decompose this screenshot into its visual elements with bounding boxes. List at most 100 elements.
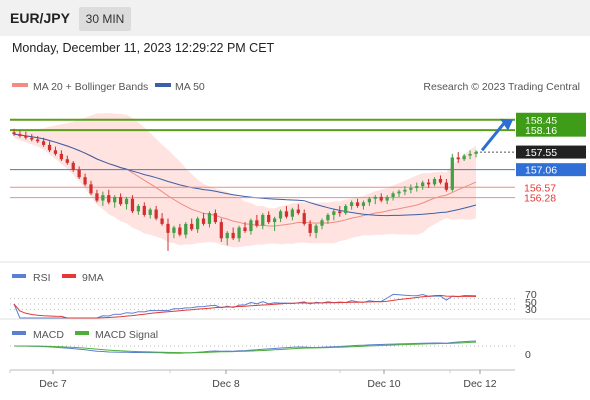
- timeframe-button[interactable]: 30 MIN: [79, 7, 131, 31]
- candle-body: [450, 157, 454, 190]
- candle-body: [160, 218, 164, 224]
- candle-body: [231, 232, 235, 239]
- candle-body: [59, 153, 64, 160]
- candle-body: [267, 214, 271, 223]
- candle-body: [349, 202, 354, 206]
- candle-body: [95, 193, 99, 201]
- candle-body: [391, 193, 395, 197]
- rsi-legend-label: RSI: [33, 272, 51, 284]
- candle-body: [296, 209, 300, 214]
- resistance-price-label-group: 158.16: [516, 123, 586, 137]
- rsi-ma-legend-label: 9MA: [82, 272, 104, 284]
- resistance-price-label-bg: [516, 123, 586, 137]
- candle-body: [302, 213, 306, 224]
- macd-legend-label: MACD: [33, 329, 64, 341]
- rsi-tick-50: 50: [525, 297, 537, 309]
- x-tick-label: Dec 8: [212, 378, 240, 390]
- candle-body: [219, 222, 223, 239]
- candle-body: [172, 227, 176, 233]
- datetime-label: Monday, December 11, 2023 12:29:22 PM CE…: [12, 41, 275, 55]
- candle-body: [65, 159, 69, 163]
- candle-body: [154, 209, 158, 219]
- candle-body: [225, 232, 229, 239]
- candle-body: [12, 132, 16, 135]
- candle-body: [77, 170, 81, 178]
- macd-legend-swatch: [12, 331, 26, 335]
- candle-body: [320, 220, 324, 226]
- candle-body: [30, 137, 34, 140]
- candle-body: [148, 209, 152, 215]
- candle-body: [409, 187, 413, 190]
- ma20-legend-swatch: [12, 83, 28, 87]
- candle-body: [438, 179, 443, 183]
- candle-body: [432, 179, 437, 185]
- candle-body: [89, 184, 93, 194]
- candle-body: [124, 198, 129, 205]
- candle-body: [136, 205, 141, 212]
- candle-body: [462, 155, 466, 160]
- candle-body: [261, 214, 265, 226]
- candle-body: [101, 195, 105, 201]
- candle-body: [326, 214, 330, 221]
- candle-body: [403, 189, 407, 192]
- candle-body: [290, 209, 295, 217]
- candle-body: [474, 152, 478, 154]
- candle-body: [272, 218, 277, 223]
- target-price-label-bg: [516, 112, 586, 127]
- target-arrow-head: [500, 118, 513, 131]
- chart-header: EUR/JPY 30 MIN: [0, 0, 590, 36]
- rsi-tick-30: 30: [525, 304, 537, 316]
- support-price-label: 156.28: [524, 193, 556, 205]
- candle-body: [355, 202, 360, 206]
- candle-body: [249, 220, 253, 232]
- support-price-label: 156.57: [524, 182, 556, 194]
- pivot-price-label-group: 157.06: [516, 163, 586, 177]
- candle-body: [178, 227, 182, 235]
- candle-body: [207, 213, 212, 224]
- candle-body: [338, 211, 342, 214]
- macd-line: [13, 340, 477, 354]
- last-price-label: 157.55: [525, 147, 557, 159]
- candle-body: [456, 157, 460, 160]
- candle-body: [201, 218, 206, 224]
- macd-signal-line: [14, 341, 477, 354]
- x-tick-label: Dec 7: [39, 378, 67, 390]
- candle-body: [243, 227, 247, 232]
- candle-body: [83, 177, 87, 185]
- rsi-ma-legend-swatch: [62, 274, 76, 278]
- macd-signal-legend-swatch: [75, 331, 89, 335]
- credit-label: Research © 2023 Trading Central: [423, 81, 580, 93]
- candle-body: [308, 223, 312, 233]
- candle-body: [397, 191, 401, 194]
- candle-body: [344, 205, 348, 214]
- last-price-label-group: 157.55: [516, 145, 586, 159]
- ma20-legend-label: MA 20 + Bollinger Bands: [33, 81, 148, 93]
- candle-body: [237, 227, 241, 239]
- candle-body: [278, 211, 283, 219]
- x-tick-label: Dec 12: [463, 378, 496, 390]
- candle-body: [468, 153, 472, 156]
- last-price-label-bg: [516, 145, 586, 159]
- candle-body: [195, 218, 200, 230]
- candle-body: [47, 144, 52, 151]
- macd-tick-0: 0: [525, 349, 531, 361]
- rsi-tick-70: 70: [525, 289, 537, 301]
- target-arrow-shaft: [480, 122, 506, 152]
- candle-body: [166, 223, 170, 233]
- pivot-price-label: 157.06: [525, 165, 557, 177]
- pivot-price-label-bg: [516, 163, 586, 177]
- candle-body: [24, 135, 28, 138]
- ma50-legend-label: MA 50: [175, 81, 205, 93]
- candle-body: [107, 195, 111, 203]
- candle-body: [184, 223, 188, 235]
- candle-body: [385, 196, 389, 201]
- ma50-line: [13, 133, 477, 217]
- x-tick-label: Dec 10: [367, 378, 400, 390]
- candle-body: [379, 196, 383, 201]
- candle-body: [36, 139, 40, 142]
- candle-body: [314, 225, 318, 233]
- candle-body: [142, 205, 146, 215]
- candle-body: [18, 134, 22, 136]
- candle-body: [130, 198, 135, 212]
